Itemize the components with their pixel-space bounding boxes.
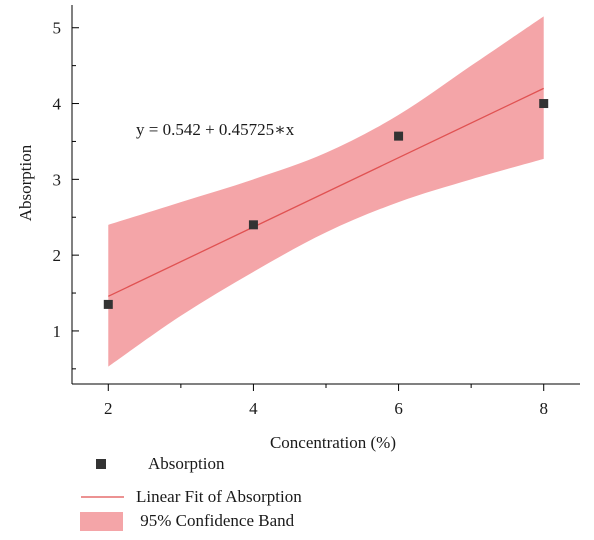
- y-tick-label: 5: [53, 19, 62, 38]
- y-axis-label: Absorption: [16, 144, 35, 221]
- fit-equation-annotation: y = 0.542 + 0.45725∗x: [136, 120, 295, 139]
- y-tick-label: 2: [53, 246, 62, 265]
- legend-label-linear-fit: Linear Fit of Absorption: [136, 487, 302, 506]
- legend-band-swatch: [80, 512, 123, 531]
- data-point: [539, 99, 549, 109]
- y-tick-label: 3: [53, 170, 62, 189]
- data-point: [394, 131, 404, 141]
- data-point: [248, 220, 258, 230]
- x-tick-label: 4: [249, 399, 258, 418]
- y-tick-label: 4: [53, 95, 62, 114]
- y-tick-label: 1: [53, 322, 62, 341]
- legend-label-absorption: Absorption: [148, 454, 225, 473]
- x-tick-label: 8: [539, 399, 548, 418]
- legend-label-confidence-band: 95% Confidence Band: [136, 511, 295, 530]
- fit-line-layer: [108, 87, 544, 297]
- axes-layer: 1 2 3 4 5 2 4 6 8: [53, 5, 580, 418]
- data-points-layer: [103, 99, 549, 309]
- linear-fit-line: [108, 87, 544, 297]
- confidence-band: [108, 16, 544, 367]
- x-tick-label: 6: [394, 399, 403, 418]
- legend: Absorption Linear Fit of Absorption 95% …: [80, 454, 302, 531]
- legend-marker-absorption-swatch: [96, 459, 106, 469]
- x-axis-label: Concentration (%): [270, 433, 396, 452]
- confidence-band-layer: [108, 16, 544, 367]
- data-point: [103, 299, 113, 309]
- x-tick-label: 2: [104, 399, 113, 418]
